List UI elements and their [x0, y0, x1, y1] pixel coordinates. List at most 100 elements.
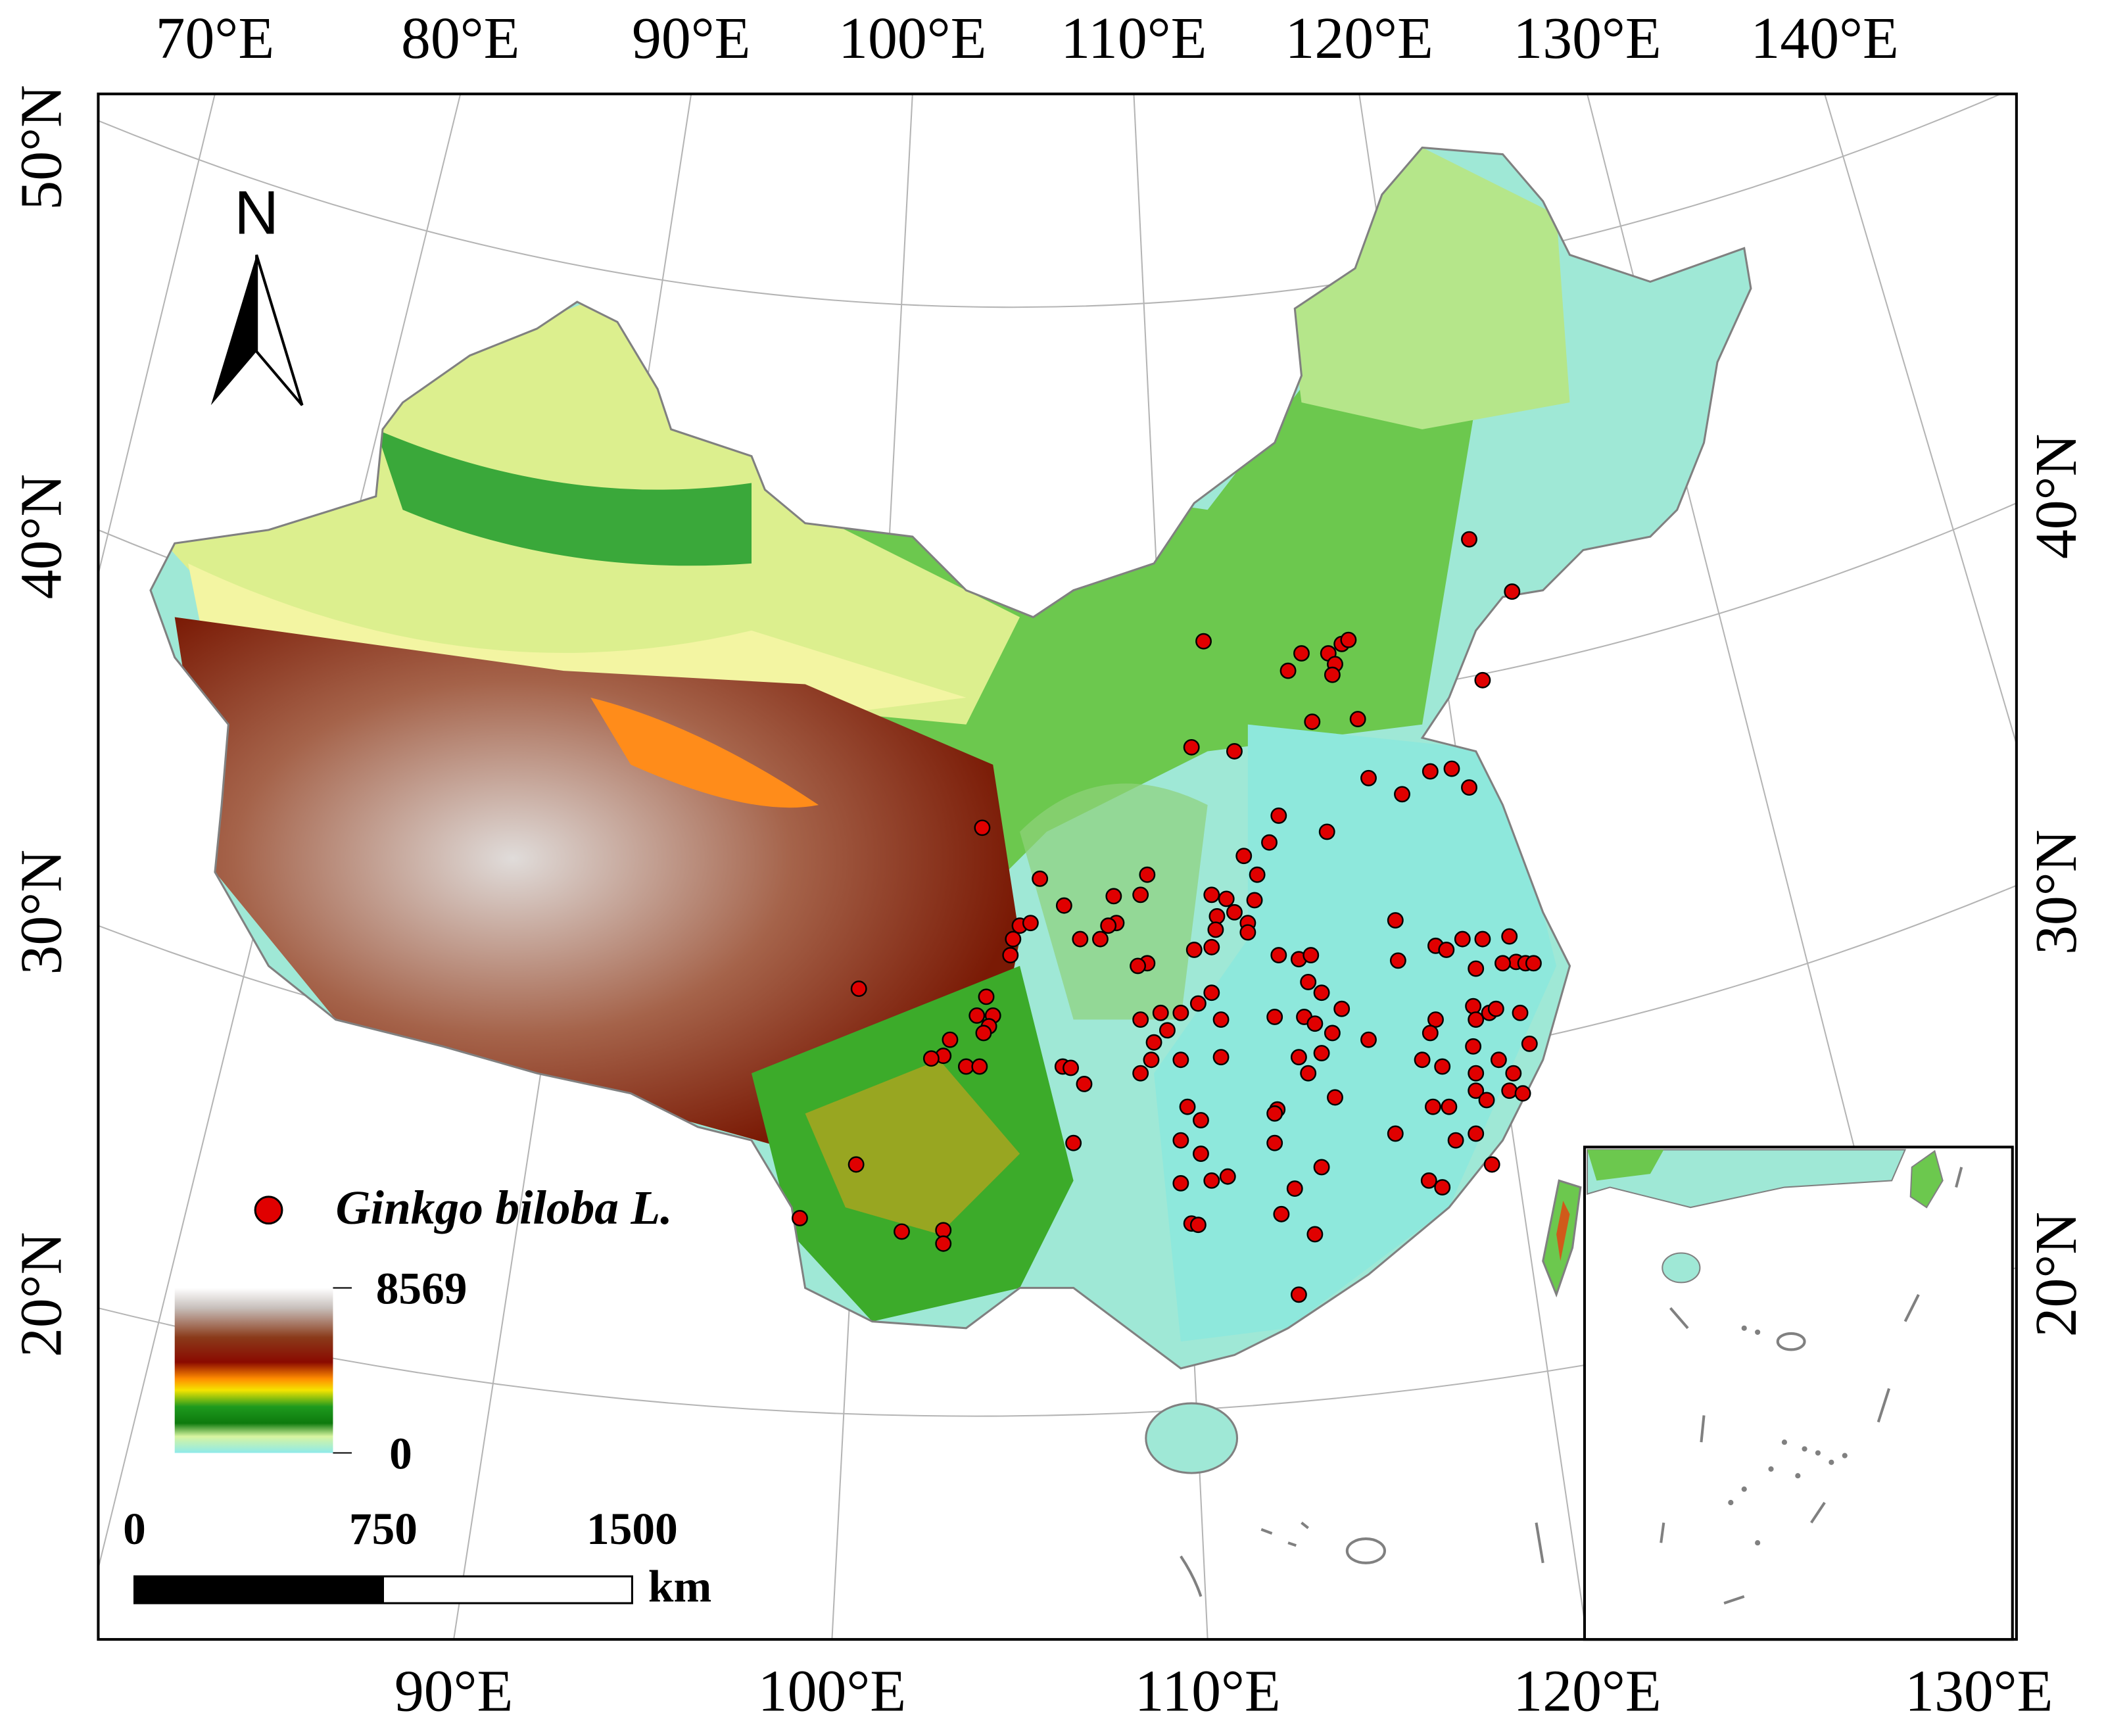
- top-longitude-label: 90°E: [632, 6, 750, 71]
- elevation-colorbar: [174, 1288, 333, 1453]
- occurrence-point: [1313, 984, 1330, 1001]
- bottom-longitude-label: 130°E: [1905, 1658, 2053, 1724]
- scale-bar-label: 0: [123, 1504, 146, 1555]
- occurrence-point: [1514, 1085, 1531, 1102]
- occurrence-point: [1261, 834, 1278, 851]
- occurrence-point: [1152, 1004, 1169, 1021]
- occurrence-points: [792, 531, 1542, 1303]
- occurrence-point: [848, 1156, 865, 1173]
- occurrence-point: [1461, 531, 1477, 548]
- occurrence-point: [1465, 998, 1482, 1015]
- occurrence-point: [1521, 1035, 1538, 1052]
- occurrence-point: [1306, 1226, 1324, 1243]
- occurrence-point: [894, 1223, 910, 1240]
- occurrence-point: [1132, 886, 1149, 904]
- top-longitude-label: 130°E: [1513, 6, 1661, 71]
- bottom-longitude-label: 100°E: [758, 1658, 906, 1724]
- occurrence-point: [1438, 942, 1455, 958]
- occurrence-point: [1235, 848, 1253, 865]
- occurrence-point: [1139, 866, 1156, 883]
- scale-bar-label: 1500: [586, 1504, 678, 1555]
- occurrence-point: [1239, 924, 1256, 941]
- occurrence-point: [1318, 823, 1335, 840]
- occurrence-point: [1246, 892, 1263, 909]
- occurrence-point: [1461, 779, 1477, 796]
- occurrence-point: [792, 1210, 808, 1226]
- occurrence-point: [1324, 1025, 1341, 1042]
- occurrence-point: [1203, 1172, 1220, 1189]
- occurrence-point: [1193, 1145, 1209, 1163]
- left-latitude-label: 30°N: [9, 850, 74, 975]
- occurrence-point: [975, 1025, 992, 1042]
- occurrence-point: [1208, 908, 1226, 925]
- occurrence-point: [1185, 942, 1203, 958]
- occurrence-point: [1172, 1174, 1189, 1192]
- occurrence-point: [1279, 662, 1297, 679]
- occurrence-point: [1468, 1065, 1485, 1082]
- colorbar-label: 8569: [376, 1264, 467, 1314]
- bottom-longitude-label: 90°E: [394, 1658, 513, 1724]
- occurrence-point: [1145, 1034, 1162, 1051]
- occurrence-point: [1218, 890, 1235, 907]
- top-longitude-label: 70°E: [156, 6, 274, 71]
- occurrence-point: [1290, 1286, 1307, 1303]
- occurrence-point: [1100, 917, 1117, 934]
- right-latitude-label: 30°N: [2024, 829, 2089, 954]
- occurrence-point: [1076, 1076, 1093, 1092]
- colorbar-label: 0: [389, 1429, 412, 1480]
- occurrence-point: [1270, 947, 1287, 964]
- left-latitude-label: 40°N: [9, 474, 74, 599]
- occurrence-point: [1340, 631, 1357, 648]
- occurrence-point: [1490, 1051, 1507, 1069]
- occurrence-point: [1447, 1132, 1464, 1149]
- occurrence-point: [1360, 1031, 1377, 1048]
- occurrence-point: [1130, 957, 1147, 975]
- occurrence-point: [1032, 870, 1049, 887]
- legend-marker: [254, 1195, 283, 1225]
- occurrence-point: [1072, 930, 1089, 948]
- occurrence-point: [1349, 711, 1366, 727]
- occurrence-point: [1270, 807, 1287, 824]
- occurrence-point: [1313, 1045, 1330, 1061]
- occurrence-point: [1505, 1065, 1522, 1082]
- occurrence-point: [1304, 713, 1321, 731]
- top-longitude-label: 100°E: [838, 6, 986, 71]
- top-longitude-label: 80°E: [401, 6, 519, 71]
- occurrence-point: [1189, 995, 1207, 1012]
- legend: Ginkgo biloba L. 8569 0: [174, 1181, 673, 1480]
- occurrence-point: [1189, 1217, 1207, 1234]
- occurrence-point: [1465, 1038, 1482, 1055]
- occurrence-point: [1193, 1112, 1209, 1128]
- map-frame: [97, 92, 2018, 1641]
- bottom-longitude-label: 110°E: [1135, 1658, 1281, 1724]
- occurrence-point: [1290, 1049, 1307, 1066]
- occurrence-point: [1005, 930, 1022, 948]
- occurrence-point: [1468, 1125, 1485, 1142]
- occurrence-point: [1266, 1009, 1283, 1025]
- occurrence-point: [1422, 1025, 1439, 1042]
- occurrence-point: [1434, 1058, 1451, 1075]
- occurrence-point: [935, 1235, 952, 1252]
- occurrence-point: [1333, 1000, 1351, 1017]
- occurrence-point: [1454, 930, 1471, 948]
- occurrence-point: [1422, 763, 1439, 780]
- scale-bar: 0 750 1500 km: [123, 1504, 711, 1612]
- occurrence-point: [1207, 921, 1224, 938]
- occurrence-point: [1159, 1022, 1176, 1039]
- occurrence-point: [1203, 984, 1220, 1001]
- top-longitude-label: 140°E: [1750, 6, 1898, 71]
- left-latitude-label: 20°N: [9, 1232, 74, 1357]
- occurrence-point: [1501, 1082, 1518, 1099]
- occurrence-point: [1303, 947, 1320, 964]
- occurrence-point: [1389, 952, 1406, 969]
- occurrence-point: [1055, 897, 1072, 914]
- occurrence-point: [1249, 866, 1266, 883]
- occurrence-point: [1468, 1082, 1485, 1099]
- longitude-line: [98, 93, 216, 577]
- occurrence-point: [974, 819, 991, 836]
- occurrence-point: [1487, 1000, 1504, 1017]
- occurrence-point: [942, 1031, 959, 1048]
- bottom-longitude-label: 120°E: [1513, 1658, 1661, 1724]
- occurrence-point: [1443, 760, 1460, 777]
